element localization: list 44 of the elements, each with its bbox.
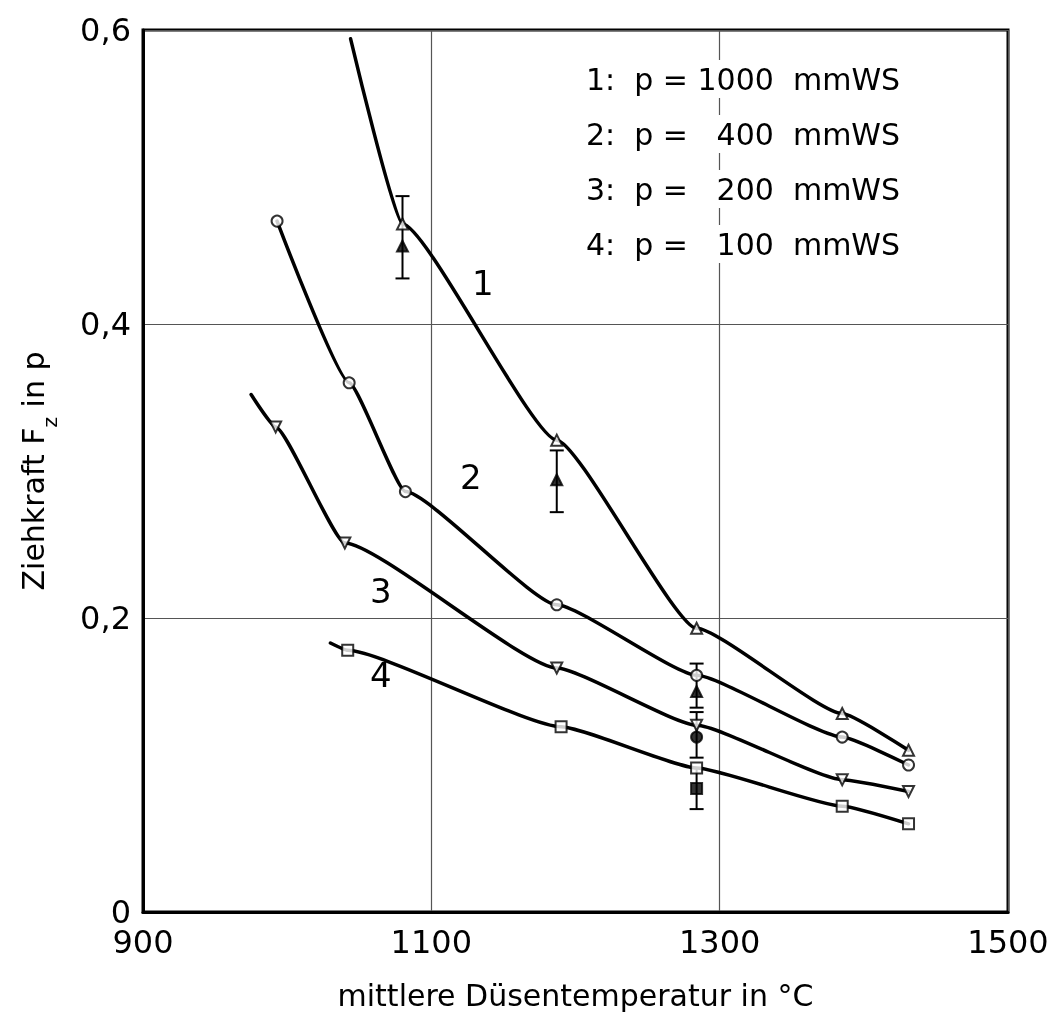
point <box>396 239 409 253</box>
point <box>835 707 849 721</box>
annotation: 4 <box>370 655 392 695</box>
point <box>342 376 356 390</box>
point <box>341 643 355 657</box>
point <box>398 485 412 499</box>
point <box>269 420 283 434</box>
annotation: 2 <box>460 457 482 497</box>
point <box>835 773 849 787</box>
x-tick-label: 1300 <box>678 923 761 961</box>
point <box>550 661 564 675</box>
annotation: 1: p = 1000 mmWS <box>586 61 901 97</box>
point <box>835 730 849 744</box>
point <box>690 621 704 635</box>
y-axis-title: Ziehkraft Fz in p <box>15 351 62 591</box>
point <box>690 730 704 744</box>
x-axis-title: mittlere Düsentemperatur in °C <box>337 977 814 1013</box>
y-tick-label: 0,4 <box>80 305 131 343</box>
annotation: 2: p = 400 mmWS <box>586 116 901 152</box>
point <box>902 784 916 798</box>
y-tick-label: 0,2 <box>80 599 131 637</box>
point <box>550 433 564 447</box>
annotation: 1 <box>472 263 494 303</box>
point <box>902 758 916 772</box>
point <box>902 817 916 831</box>
point <box>550 473 564 487</box>
point <box>835 799 849 813</box>
annotation: 4: p = 100 mmWS <box>586 226 901 262</box>
point <box>690 718 704 732</box>
x-tick-label: 1100 <box>390 923 473 961</box>
annotation: 3 <box>370 571 392 611</box>
point <box>690 782 704 796</box>
point <box>690 668 704 682</box>
point <box>338 536 352 550</box>
point <box>270 214 284 228</box>
y-tick-label: 0,6 <box>80 11 131 49</box>
point <box>550 598 564 612</box>
x-tick-label: 1500 <box>967 923 1049 961</box>
point <box>690 685 704 698</box>
point <box>396 217 409 231</box>
annotation: 3: p = 200 mmWS <box>586 171 901 207</box>
point <box>690 761 704 775</box>
point <box>554 720 568 734</box>
point <box>902 743 916 757</box>
